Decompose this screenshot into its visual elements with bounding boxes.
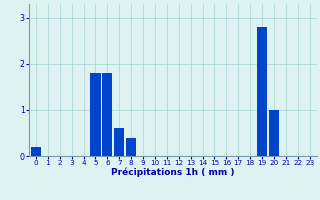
Bar <box>102 73 112 156</box>
X-axis label: Précipitations 1h ( mm ): Précipitations 1h ( mm ) <box>111 168 235 177</box>
Bar <box>126 138 136 156</box>
Bar <box>257 27 267 156</box>
Bar <box>90 73 100 156</box>
Bar <box>31 147 41 156</box>
Bar <box>114 128 124 156</box>
Bar <box>269 110 279 156</box>
